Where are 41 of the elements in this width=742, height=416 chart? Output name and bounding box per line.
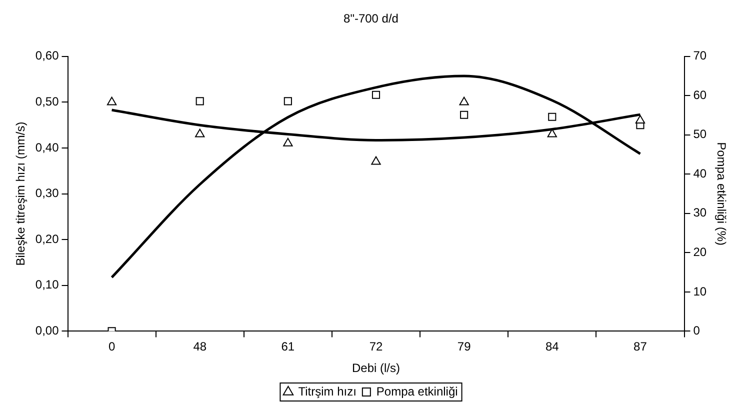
point xyxy=(372,90,380,99)
y2-axis-title: Pompa etkinliği (%) xyxy=(714,142,728,246)
y-tick-label: 0,30 xyxy=(35,186,60,200)
y2-tick-label: 30 xyxy=(693,206,707,220)
x-tick-label: 61 xyxy=(281,340,295,354)
x-axis-title: Debi (l/s) xyxy=(352,361,400,376)
y2-tick-label: 60 xyxy=(693,88,707,102)
y-tick-label: 0,60 xyxy=(35,48,60,63)
y2-tick-label: 40 xyxy=(693,166,707,180)
y2-tick-label: 0 xyxy=(693,324,700,338)
x-tick-label: 79 xyxy=(457,340,472,354)
y-tick-label: 0,20 xyxy=(35,232,60,246)
y2-tick-label: 10 xyxy=(693,284,707,298)
x-tick-label: 0 xyxy=(108,340,116,354)
y2-tick-label: 20 xyxy=(693,245,707,259)
x-tick-label: 48 xyxy=(193,340,207,354)
y-tick-label: 0,10 xyxy=(35,278,60,292)
point xyxy=(195,128,205,138)
line-series xyxy=(110,74,642,279)
y-axis-title: Bileşke titreşim hızı (mm/s) xyxy=(14,122,28,266)
point xyxy=(547,128,557,138)
legend-label: Pompa etkinliği xyxy=(376,384,458,398)
point xyxy=(460,110,468,119)
point xyxy=(196,97,204,106)
point xyxy=(548,112,556,121)
point xyxy=(283,138,293,146)
x-tick-label: 72 xyxy=(369,340,383,354)
y-tick-label: 0,50 xyxy=(35,94,60,109)
y2-tick-label: 50 xyxy=(693,127,707,142)
legend-label: Titrşim hızı xyxy=(298,384,356,398)
x-tick-label: 84 xyxy=(545,340,560,354)
point xyxy=(459,96,469,106)
point xyxy=(284,97,292,106)
point xyxy=(635,115,646,124)
chart-title: 8"-700 d/d xyxy=(344,12,398,26)
point xyxy=(106,96,117,106)
point xyxy=(371,156,381,165)
y2-tick-label: 70 xyxy=(693,48,707,63)
y-tick-label: 0,40 xyxy=(35,140,60,154)
x-tick-label: 87 xyxy=(634,340,648,354)
y-tick-label: 0,00 xyxy=(35,324,60,338)
